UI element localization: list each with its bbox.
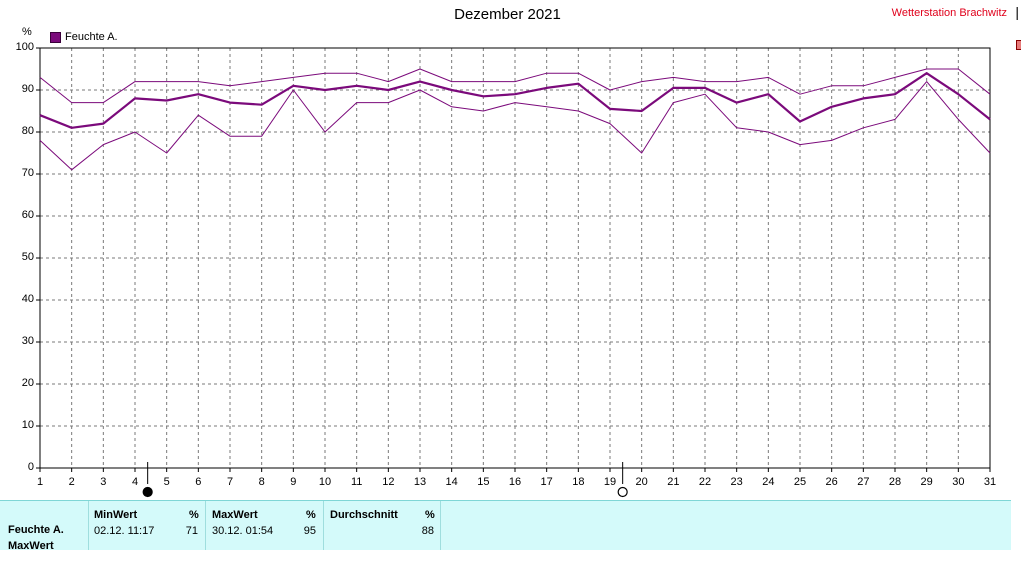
divider [440,501,441,550]
x-tick-label: 15 [477,476,490,488]
right-scroll-strip[interactable] [1011,40,1021,500]
min-value: 71 [185,525,198,537]
x-tick-label: 4 [131,476,139,488]
full-moon-icon [142,486,153,498]
y-tick-label: 90 [21,83,34,95]
max-header: MaxWert [212,509,258,521]
y-tick-label: 50 [21,251,34,263]
y-tick-label: 100 [15,41,34,53]
legend[interactable]: Feuchte A. [50,31,118,43]
x-tick-label: 8 [258,476,265,488]
x-tick-label: 18 [572,476,585,488]
x-tick-label: 11 [350,476,363,488]
divider [205,501,206,550]
series-line-min [39,81,991,171]
y-tick-label: 0 [27,461,34,473]
x-tick-label: 19 [603,476,617,488]
summary-panel: Feuchte A. MaxWert MinWert % 02.12. 11:1… [0,500,1011,552]
x-tick-label: 26 [825,476,838,488]
divider [88,501,89,550]
x-tick-label: 3 [100,476,107,488]
max-value: 95 [303,525,316,537]
legend-swatch [50,31,61,43]
humidity-chart[interactable] [0,0,1011,500]
x-tick-label: 27 [857,476,870,488]
y-tick-label: 30 [21,335,34,347]
x-tick-label: 12 [382,476,395,488]
max-unit: % [306,509,316,521]
series-line-average [39,72,991,129]
edge-mark: | [1015,4,1019,20]
x-tick-label: 21 [667,476,680,488]
summary-series-label2: MaxWert [8,540,54,552]
x-tick-label: 1 [36,476,44,488]
x-tick-label: 7 [226,476,234,488]
chart-title: Dezember 2021 [454,6,561,23]
avg-header: Durchschnitt [330,509,398,521]
avg-value: 88 [421,525,434,537]
x-tick-label: 22 [698,476,712,488]
x-tick-label: 5 [163,476,170,488]
y-tick-label: 70 [21,167,34,179]
x-tick-label: 9 [290,476,297,488]
max-time: 30.12. 01:54 [212,525,274,537]
x-tick-label: 10 [318,476,332,488]
y-tick-label: 10 [21,419,34,431]
x-tick-label: 23 [730,476,743,488]
divider [323,501,324,550]
x-tick-label: 29 [920,476,933,488]
summary-series-label: Feuchte A. [8,524,64,536]
x-tick-label: 6 [195,476,202,488]
min-header: MinWert [94,509,138,521]
x-tick-label: 30 [952,476,965,488]
y-tick-label: 60 [21,209,34,221]
y-tick-label: 80 [21,125,34,137]
station-name: Wetterstation Brachwitz [891,7,1007,19]
min-unit: % [189,509,199,521]
legend-label: Feuchte A. [65,31,118,43]
x-tick-label: 14 [445,476,458,488]
x-tick-label: 2 [68,476,75,488]
series-line-max [39,68,991,104]
y-tick-label: 40 [21,293,34,305]
y-axis-unit: % [22,26,32,38]
min-time: 02.12. 11:17 [94,525,155,537]
scroll-marker[interactable] [1016,40,1021,50]
x-tick-label: 16 [508,476,522,488]
x-tick-label: 17 [540,476,553,488]
x-tick-label: 31 [983,476,997,488]
x-tick-label: 24 [762,476,775,488]
x-tick-label: 20 [635,476,648,488]
new-moon-icon [617,486,628,498]
x-tick-label: 28 [888,476,902,488]
avg-unit: % [425,509,435,521]
x-tick-label: 25 [793,476,807,488]
x-tick-label: 13 [413,476,427,488]
y-tick-label: 20 [21,377,34,389]
